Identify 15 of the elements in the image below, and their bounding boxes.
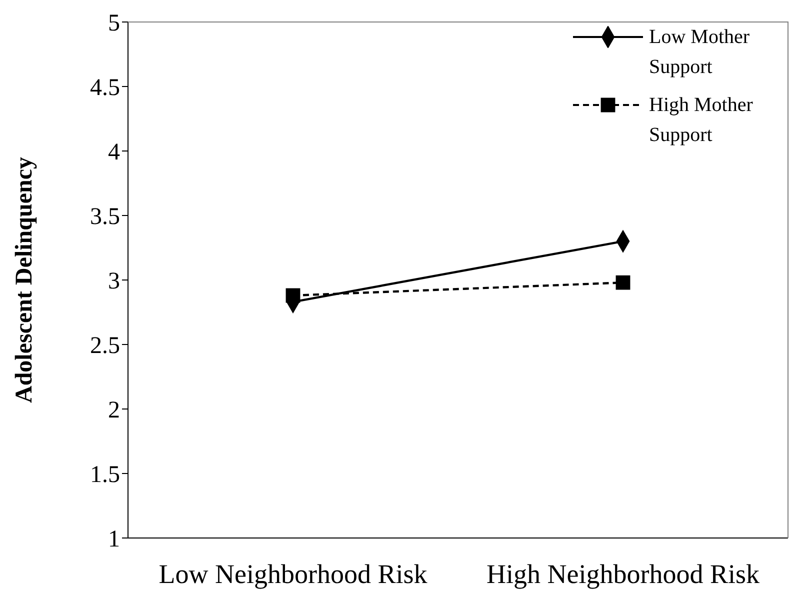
y-tick-label: 2: [108, 398, 120, 424]
y-tick-label: 4.5: [90, 75, 120, 102]
y-axis-title: Adolescent Delinquency: [12, 157, 38, 403]
point: [616, 275, 630, 290]
y-tick-label: 1: [108, 526, 120, 553]
y-tick-label: 1.5: [90, 462, 120, 488]
x-tick-label: High Neighborhood Risk: [486, 559, 760, 590]
y-tick-label: 2.5: [90, 333, 120, 360]
y-tick-label: 5: [108, 10, 120, 37]
x-tick-label: Low Neighborhood Risk: [158, 559, 428, 590]
y-tick-label: 4: [108, 140, 120, 166]
y-tick-label: 3.5: [90, 204, 120, 230]
legend-label: Low Mother Support: [649, 25, 751, 80]
legend-label: High Mother Support: [649, 93, 754, 148]
y-tick-label: 3: [108, 268, 120, 295]
